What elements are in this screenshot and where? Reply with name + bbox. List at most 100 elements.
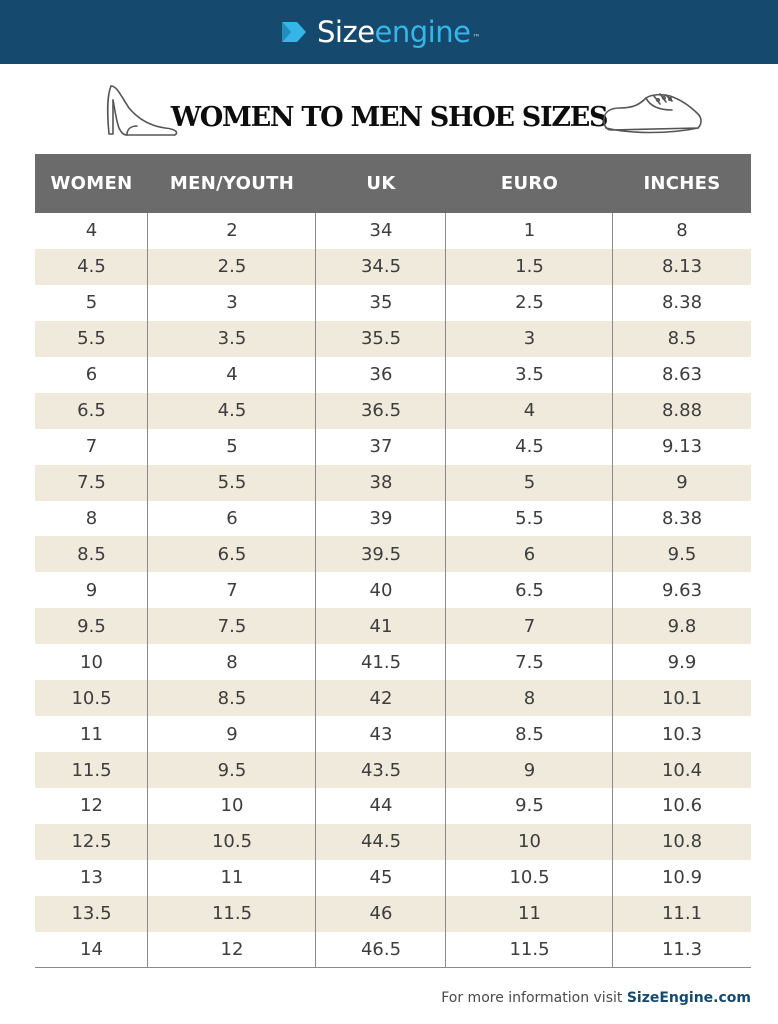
table-row: 6 4 36 3.5 8.63 [35, 357, 751, 393]
column-divider [315, 213, 316, 968]
table-cell: 11.3 [661, 939, 703, 961]
table-cell: 9.8 [667, 615, 697, 637]
table-cell: 12.5 [71, 831, 112, 853]
table-cell: 4.5 [77, 256, 106, 278]
footer-link[interactable]: SizeEngine.com [626, 990, 751, 1006]
table-cell: 8 [85, 507, 98, 529]
table-cell: 41 [369, 615, 393, 637]
table-cell: 42 [369, 687, 393, 709]
table-cell: 3.5 [515, 364, 544, 386]
shoe-size-table: WOMEN MEN/YOUTH UK EURO INCHES 4 2 34 1 8 4.5 2.5 3… [35, 154, 751, 968]
brand-logo[interactable]: Sizeengine ™ [279, 12, 480, 52]
table-cell: 11 [518, 903, 541, 925]
table-cell: 7 [523, 615, 536, 637]
table-cell: 34.5 [360, 256, 402, 278]
table-cell: 9 [85, 579, 98, 601]
table-row: 11 9 43 8.5 10.3 [35, 716, 751, 752]
table-cell: 4 [226, 364, 238, 386]
table-cell: 5.5 [77, 328, 106, 350]
table-cell: 9.5 [77, 615, 106, 637]
page-title: WOMEN TO MEN SHOE SIZES [170, 102, 609, 133]
table-cell: 4.5 [515, 436, 544, 458]
table-row: 5 3 35 2.5 8.38 [35, 285, 751, 321]
column-header-inches: INCHES [643, 173, 721, 194]
table-cell: 5.5 [515, 507, 544, 529]
table-row: 11.5 9.5 43.5 9 10.4 [35, 752, 751, 788]
table-cell: 6.5 [217, 543, 247, 565]
table-cell: 9.9 [667, 651, 697, 673]
column-divider [445, 213, 446, 968]
table-cell: 7.5 [77, 472, 106, 494]
table-cell: 5 [226, 436, 238, 458]
table-cell: 10.5 [71, 687, 112, 709]
table-cell: 11 [80, 723, 103, 745]
table-row: 7 5 37 4.5 9.13 [35, 429, 751, 465]
table-cell: 46.5 [360, 939, 402, 961]
table-cell: 8.5 [667, 328, 697, 350]
table-cell: 11 [220, 867, 244, 889]
table-cell: 40 [369, 579, 393, 601]
table-header: WOMEN MEN/YOUTH UK EURO INCHES [35, 154, 751, 213]
table-cell: 5 [85, 292, 98, 314]
table-cell: 39 [369, 507, 393, 529]
table-cell: 9.5 [217, 759, 247, 781]
table-cell: 9 [676, 472, 688, 494]
table-cell: 8 [226, 651, 238, 673]
table-row: 10 8 41.5 7.5 9.9 [35, 644, 751, 680]
table-cell: 10.3 [661, 723, 703, 745]
table-cell: 10 [80, 651, 103, 673]
table-cell: 11.5 [509, 939, 550, 961]
table-cell: 2.5 [217, 256, 247, 278]
table-cell: 6.5 [515, 579, 544, 601]
table-row: 4.5 2.5 34.5 1.5 8.13 [35, 248, 751, 285]
table-cell: 39.5 [360, 543, 402, 565]
table-cell: 8.13 [661, 256, 703, 278]
table-cell: 9 [523, 759, 536, 781]
table-row: 5.5 3.5 35.5 3 8.5 [35, 320, 751, 357]
table-body: 4 2 34 1 8 4.5 2.5 34.5 1.5 8.13 5 3 35 2.5 8.38 5.5 3.5… [35, 213, 751, 968]
mens-shoe-icon [603, 93, 702, 134]
table-row: 13.5 11.5 46 11 11.1 [35, 895, 751, 932]
table-cell: 7 [85, 436, 98, 458]
table-row: 6.5 4.5 36.5 4 8.88 [35, 392, 751, 429]
table-cell: 10.6 [661, 795, 703, 817]
table-row: 8 6 39 5.5 8.38 [35, 501, 751, 537]
table-cell: 9.5 [667, 543, 697, 565]
table-cell: 8 [523, 687, 536, 709]
table-cell: 4.5 [217, 400, 247, 422]
table-cell: 5.5 [217, 472, 247, 494]
table-cell: 8.63 [661, 364, 703, 386]
table-cell: 44.5 [360, 831, 402, 853]
table-cell: 43.5 [360, 759, 402, 781]
table-cell: 10.8 [661, 831, 703, 853]
table-row: 13 11 45 10.5 10.9 [35, 860, 751, 896]
table-cell: 6 [85, 364, 98, 386]
table-cell: 12 [220, 939, 244, 961]
table-cell: 13 [80, 867, 103, 889]
table-cell: 11.5 [71, 759, 112, 781]
table-cell: 9.5 [515, 795, 544, 817]
high-heel-icon [106, 85, 178, 136]
table-cell: 6.5 [77, 400, 106, 422]
column-divider [612, 213, 613, 968]
table-cell: 45 [369, 867, 393, 889]
table-cell: 8.5 [217, 687, 247, 709]
table-cell: 37 [369, 436, 393, 458]
brand-name: Sizeengine ™ [317, 15, 480, 49]
table-row: 12 10 44 9.5 10.6 [35, 788, 751, 824]
table-cell: 8.88 [661, 400, 703, 422]
table-cell: 1 [523, 220, 536, 242]
table-row: 12.5 10.5 44.5 10 10.8 [35, 823, 751, 860]
table-cell: 8 [676, 220, 688, 242]
table-row: 9 7 40 6.5 9.63 [35, 572, 751, 608]
table-row: 4 2 34 1 8 [35, 213, 751, 249]
table-cell: 43 [369, 723, 393, 745]
table-cell: 34 [369, 220, 393, 242]
table-row: 10.5 8.5 42 8 10.1 [35, 680, 751, 717]
table-cell: 8.38 [661, 507, 703, 529]
table-cell: 10.5 [211, 831, 253, 853]
table-cell: 11.1 [661, 903, 703, 925]
table-cell: 6 [226, 507, 238, 529]
table-cell: 35 [369, 292, 393, 314]
table-cell: 12 [80, 795, 103, 817]
